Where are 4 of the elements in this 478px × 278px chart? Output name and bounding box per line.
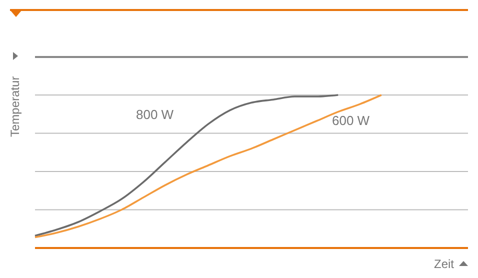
y-axis-title: Temperatur (8, 76, 22, 137)
series-label: 800 W (136, 107, 174, 122)
x-axis-title: Zeit (434, 257, 455, 271)
series-label: 600 W (332, 113, 370, 128)
